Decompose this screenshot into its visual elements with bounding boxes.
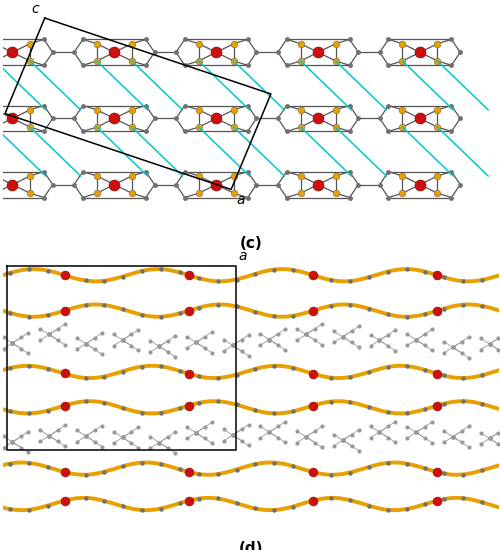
Text: (c): (c) bbox=[239, 236, 262, 251]
Text: (d): (d) bbox=[238, 541, 263, 550]
Text: c: c bbox=[31, 2, 39, 15]
Text: a: a bbox=[238, 250, 246, 263]
Text: a: a bbox=[235, 194, 244, 207]
